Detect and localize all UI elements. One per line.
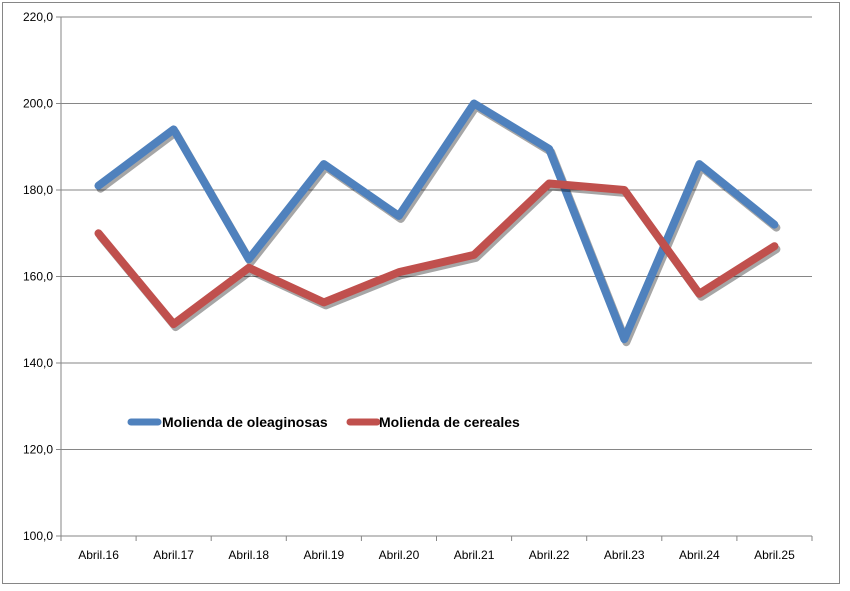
y-tick-label: 180,0 (23, 183, 53, 197)
x-axis-ticks: Abril.16 Abril.17 Abril.18 Abril.19 Abril.20… (60, 536, 813, 562)
x-tick-label: Abril.23 (604, 548, 645, 562)
y-tick-label: 200,0 (23, 97, 53, 111)
y-tick-label: 120,0 (23, 443, 53, 457)
x-tick-label: Abril.21 (454, 548, 495, 562)
gridlines (61, 16, 812, 537)
x-tick-label: Abril.17 (153, 548, 194, 562)
legend: Molienda de oleaginosas Molienda de cerea… (127, 414, 520, 430)
y-tick-label: 100,0 (23, 529, 53, 543)
x-tick-label: Abril.25 (754, 548, 795, 562)
y-tick-label: 140,0 (23, 356, 53, 370)
legend-label: Molienda de oleaginosas (162, 414, 328, 430)
x-tick-label: Abril.19 (304, 548, 345, 562)
x-tick-label: Abril.24 (679, 548, 720, 562)
x-tick-label: Abril.20 (379, 548, 420, 562)
y-tick-label: 160,0 (23, 270, 53, 284)
x-tick-label: Abril.16 (78, 548, 119, 562)
x-tick-label: Abril.18 (228, 548, 269, 562)
series-line-1 (94, 99, 779, 344)
series-lines (94, 99, 781, 347)
series-line-2 (94, 179, 779, 329)
legend-label: Molienda de cereales (379, 414, 520, 430)
y-axis-ticks: 100,0 120,0 140,0 160,0 180,0 200,0 220,0 (23, 10, 61, 543)
y-tick-label: 220,0 (23, 10, 53, 24)
x-tick-label: Abril.22 (529, 548, 570, 562)
